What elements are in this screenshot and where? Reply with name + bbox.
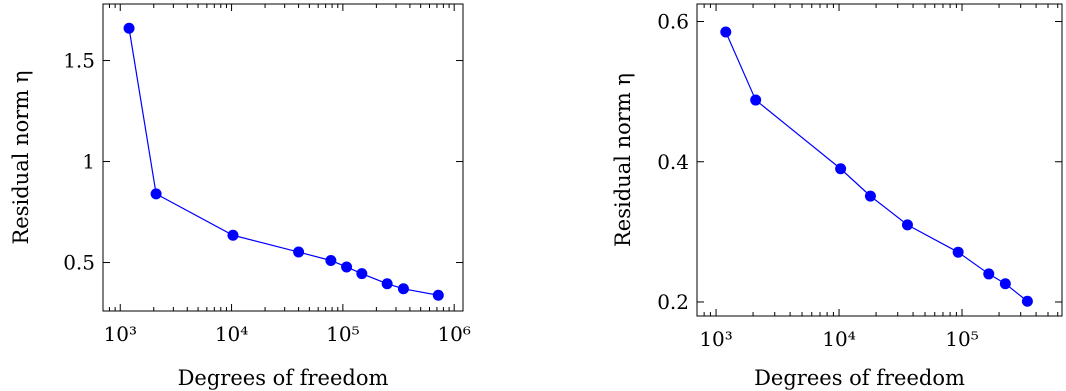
data-point <box>150 188 162 200</box>
x-tick-label: 10⁶ <box>437 322 470 346</box>
data-point <box>341 261 353 273</box>
y-tick-label: 0.5 <box>63 251 95 275</box>
plot-frame <box>696 3 1063 317</box>
x-tick-label: 10⁵ <box>945 327 978 351</box>
data-point <box>999 278 1011 290</box>
left-chart: 10³ 10⁴ 10⁵ 10⁶ 0.5 1 1.5 Degrees of freedom Res… <box>9 3 471 390</box>
y-axis-label: Residual norm η <box>9 71 33 245</box>
data-point <box>864 190 876 202</box>
data-point <box>952 246 964 258</box>
right-chart: 10³ 10⁴ 10⁵ 0.2 0.4 0.6 Degrees of freedom Resi… <box>611 3 1063 390</box>
data-point <box>750 94 762 106</box>
x-tick-label: 10⁴ <box>822 327 855 351</box>
x-tick-label: 10⁵ <box>326 322 359 346</box>
data-point <box>325 255 337 267</box>
y-tick-label: 0.4 <box>657 150 689 174</box>
x-tick-label: 10³ <box>104 322 137 346</box>
y-tick-label: 1.5 <box>63 49 95 73</box>
plot-frame <box>102 3 464 312</box>
data-point <box>432 289 444 301</box>
data-point <box>356 268 368 280</box>
data-point <box>123 22 135 34</box>
data-point <box>901 219 913 231</box>
y-tick-label: 0.2 <box>657 290 689 314</box>
data-point <box>227 229 239 241</box>
data-point <box>983 268 995 280</box>
series-line <box>725 31 1028 302</box>
data-point <box>397 283 409 295</box>
y-tick-label: 1 <box>82 150 95 174</box>
y-tick-label: 0.6 <box>657 10 689 34</box>
data-point <box>720 26 732 38</box>
series-line <box>128 28 439 296</box>
x-tick-label: 10³ <box>699 327 732 351</box>
data-point <box>1021 295 1033 307</box>
x-axis-label: Degrees of freedom <box>178 366 389 390</box>
data-point <box>835 163 847 175</box>
data-point <box>381 278 393 290</box>
x-tick-label: 10⁴ <box>215 322 248 346</box>
x-axis-label: Degrees of freedom <box>754 366 965 390</box>
y-axis-label: Residual norm η <box>611 73 635 247</box>
data-point <box>293 246 305 258</box>
